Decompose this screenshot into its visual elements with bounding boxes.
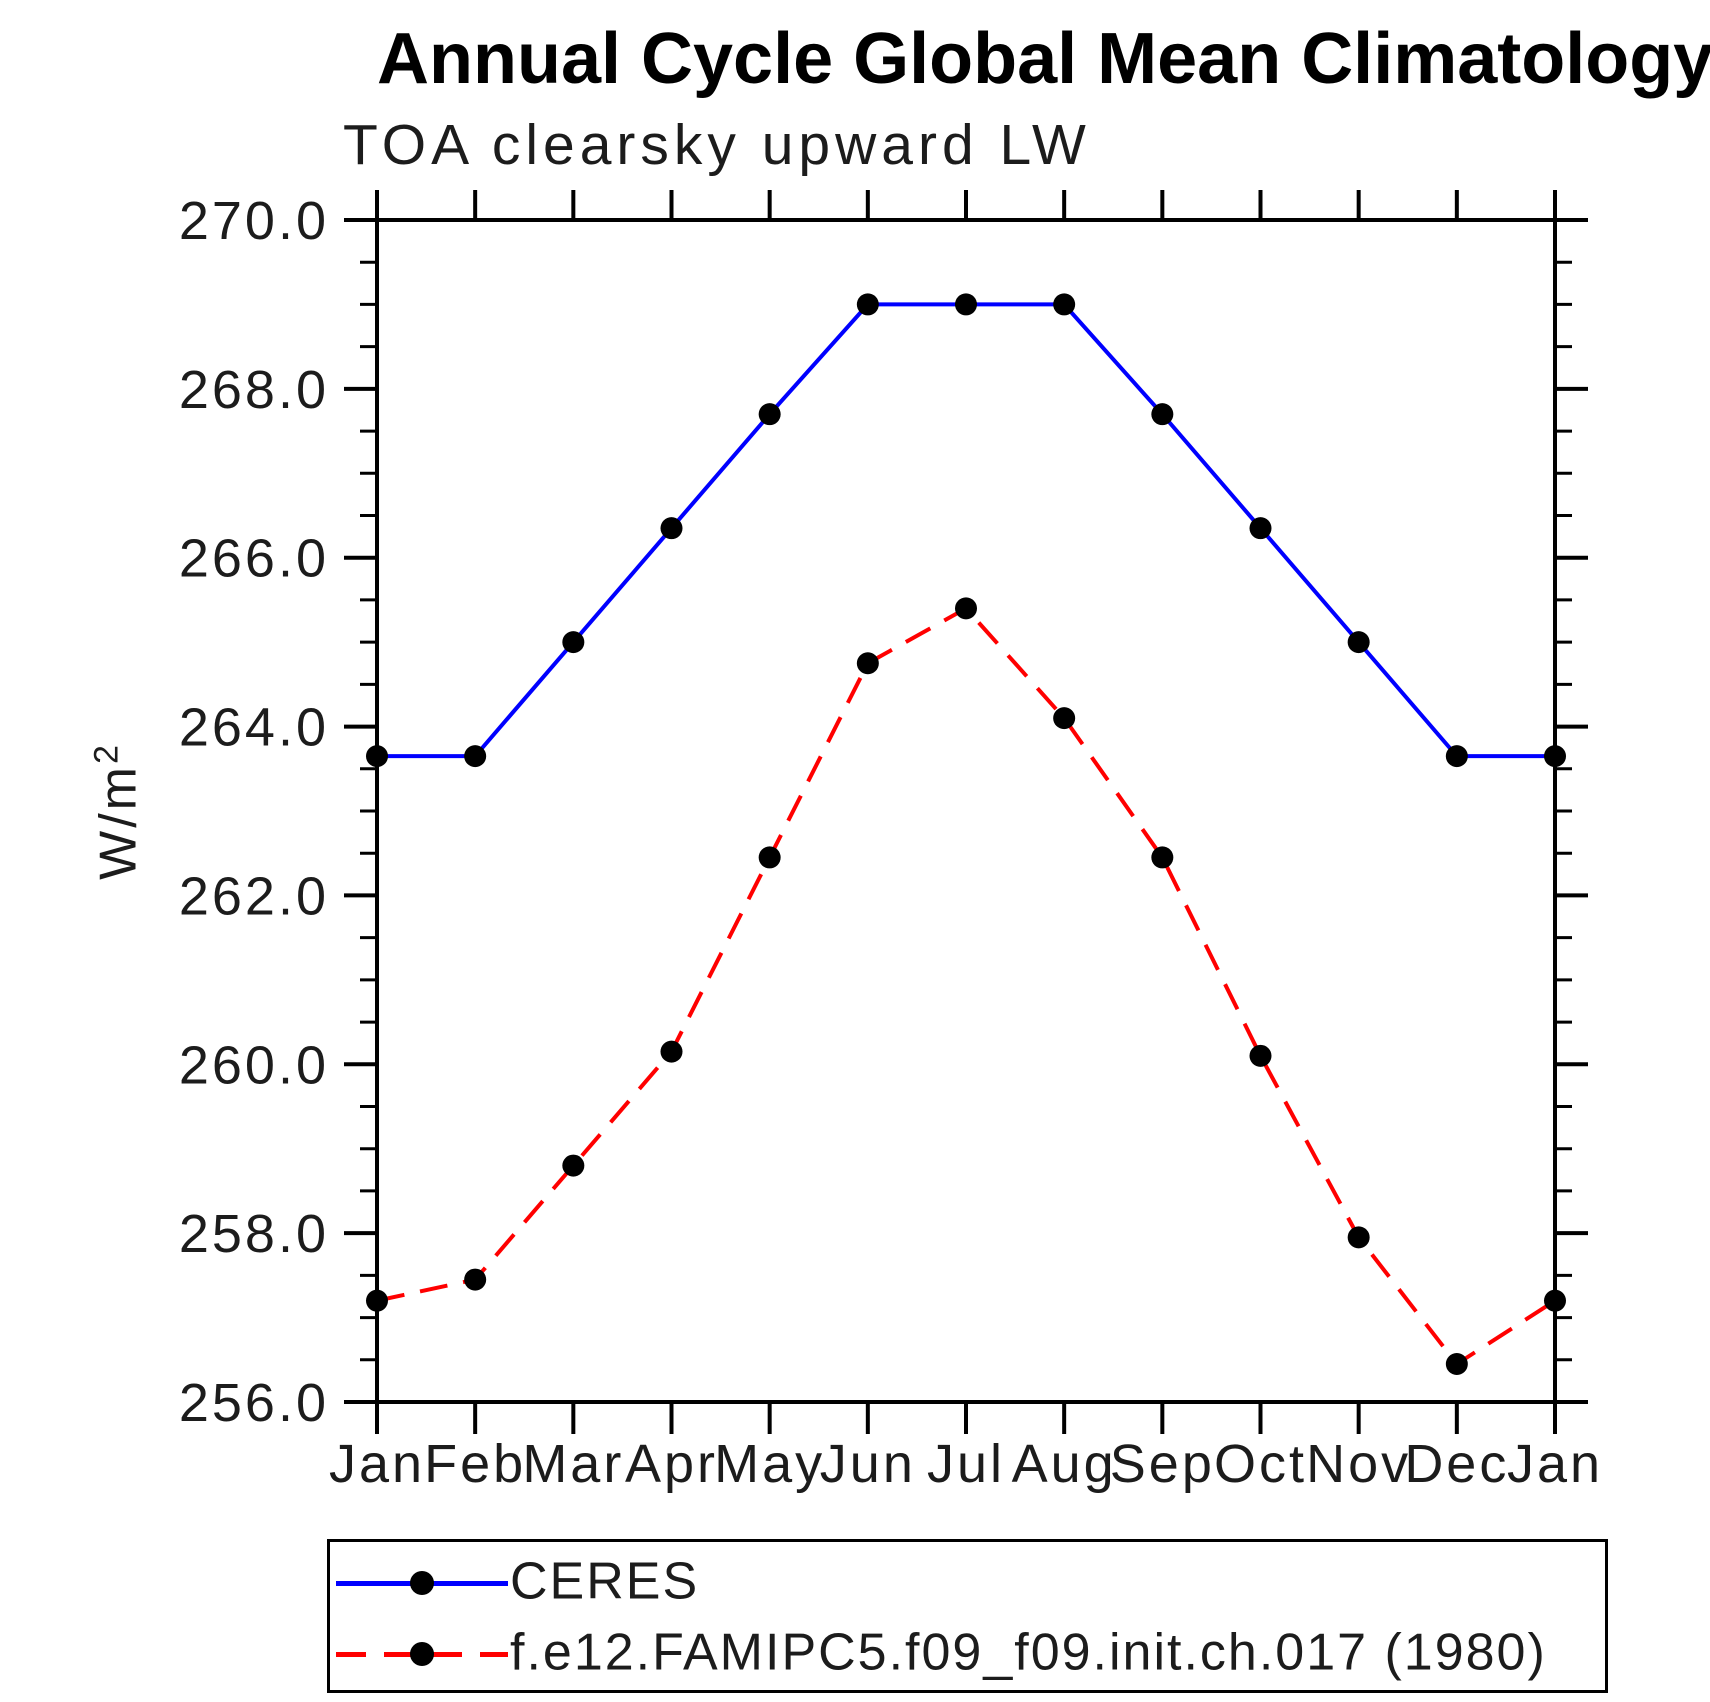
x-tick-label: May: [714, 1434, 825, 1494]
model-point-dec-11: [1445, 1353, 1468, 1376]
model-point-aug-7: [1053, 707, 1076, 730]
x-tick-label: Dec: [1404, 1434, 1509, 1494]
ceres-point-feb-1: [464, 745, 487, 768]
model-point-jan-12: [1544, 1289, 1566, 1312]
ceres-point-mar-2: [562, 631, 585, 654]
ceres-point-apr-3: [660, 517, 683, 540]
y-tick-label: 262.0: [179, 866, 329, 926]
legend: CERES f.e12.FAMIPC5.f09_f09.init.ch.017 …: [327, 1539, 1608, 1693]
model-point-mar-2: [562, 1154, 585, 1177]
x-tick-label: Aug: [1012, 1434, 1117, 1494]
model-point-oct-9: [1249, 1044, 1272, 1067]
x-tick-label: Oct: [1214, 1434, 1307, 1494]
model-point-apr-3: [660, 1040, 683, 1063]
y-axis-label: W/m2: [87, 742, 148, 880]
legend-label-model: f.e12.FAMIPC5.f09_f09.init.ch.017 (1980): [510, 1623, 1547, 1682]
chart-title: Annual Cycle Global Mean Climatology: [377, 19, 1710, 99]
x-tick-label: Mar: [522, 1434, 624, 1494]
model-point-jun-5: [856, 652, 879, 675]
y-tick-label: 266.0: [179, 529, 329, 589]
x-tick-label: Apr: [625, 1434, 718, 1494]
model-point-jan-0: [366, 1289, 388, 1312]
x-tick-label: Jul: [927, 1434, 1005, 1494]
ceres-point-jan-12: [1544, 745, 1566, 768]
x-tick-label: Jan: [1507, 1434, 1603, 1494]
chart-subtitle: TOA clearsky upward LW: [343, 113, 1091, 177]
ceres-point-may-4: [758, 403, 781, 426]
x-tick-label: Sep: [1110, 1434, 1215, 1494]
x-tick-label: Jan: [329, 1434, 425, 1494]
y-tick-label: 260.0: [179, 1035, 329, 1095]
ceres-point-nov-10: [1347, 631, 1370, 654]
ceres-point-sep-8: [1151, 403, 1174, 426]
model-point-sep-8: [1151, 846, 1174, 869]
model-point-may-4: [758, 846, 781, 869]
y-axis-label-base: W/m: [89, 764, 148, 880]
y-tick-label: 268.0: [179, 360, 329, 420]
ceres-line: [377, 302, 1555, 759]
x-tick-label: Nov: [1306, 1434, 1411, 1494]
x-tick-label: Feb: [424, 1434, 526, 1494]
ceres-marker-sample: [410, 1571, 434, 1595]
ceres-point-oct-9: [1249, 517, 1272, 540]
model-line: [376, 605, 1557, 1367]
y-tick-label: 264.0: [179, 698, 329, 758]
model-point-nov-10: [1347, 1226, 1370, 1249]
y-tick-label: 270.0: [179, 191, 329, 251]
x-tick-label: Jun: [820, 1434, 916, 1494]
model-point-jul-6: [955, 597, 977, 620]
model-marker-sample: [410, 1642, 434, 1666]
model-point-feb-1: [464, 1268, 487, 1291]
y-axis-label-sup: 2: [87, 742, 126, 765]
y-tick-label: 258.0: [179, 1204, 329, 1264]
legend-label-ceres: CERES: [510, 1552, 700, 1611]
ceres-point-aug-7: [1053, 293, 1076, 316]
axis-frame: [375, 218, 1557, 1404]
legend-sample-ceres: [336, 1571, 508, 1595]
ceres-point-dec-11: [1445, 745, 1468, 768]
y-tick-label: 256.0: [179, 1373, 329, 1433]
legend-sample-model: [336, 1642, 508, 1666]
ceres-point-jun-5: [856, 293, 879, 316]
ceres-point-jul-6: [955, 293, 977, 316]
ceres-point-jan-0: [366, 745, 388, 768]
